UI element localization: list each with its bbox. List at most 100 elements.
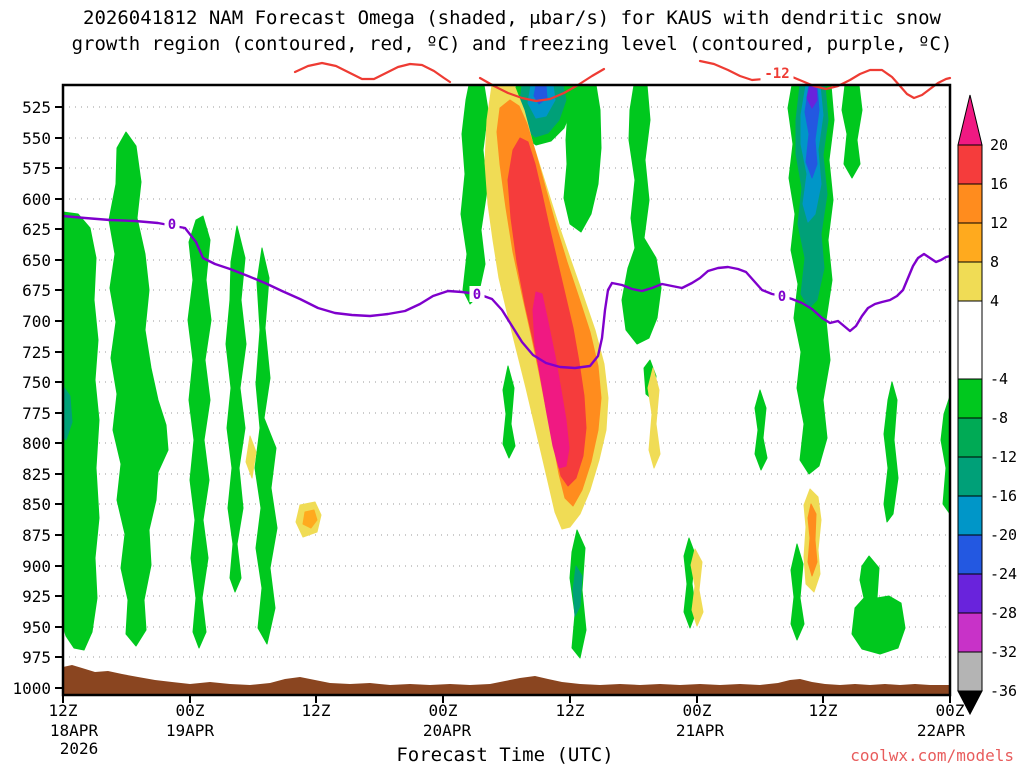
shaded-region-green-column-b [187, 215, 212, 649]
dendritic-growth-label: -12 [764, 66, 789, 82]
shaded-region-yellow-streak-a [245, 435, 257, 479]
colorbar-segment [957, 183, 983, 224]
dendritic-growth-contour [478, 67, 606, 103]
freezing-level-label: 0 [168, 217, 176, 233]
x-axis-tick-label: 00Z [429, 701, 458, 720]
shaded-region-teal-below-core [572, 565, 583, 617]
shaded-region-yellow-streak-d [690, 548, 704, 627]
colorbar-label: -32 [990, 643, 1017, 661]
x-axis-tick-label: 00Z [683, 701, 712, 720]
y-axis-tick-label: 850 [22, 495, 51, 514]
plot-frame [61, 83, 952, 697]
x-axis-date-label: 22APR [917, 721, 966, 740]
colorbar-label: -36 [990, 682, 1017, 700]
shaded-region-green-right-of-core [563, 85, 602, 233]
colorbar-segment [957, 261, 983, 302]
x-axis-date-label: 2026 [60, 739, 99, 758]
freezing-level-label-box [469, 286, 485, 302]
dendritic-growth-label-box [760, 65, 794, 81]
colorbar-label: -4 [990, 370, 1008, 388]
shaded-region-green-right-edge [940, 395, 950, 515]
y-axis-tick-label: 750 [22, 373, 51, 392]
y-axis-tick-label: 525 [22, 98, 51, 117]
colorbar-segment [957, 495, 983, 536]
colorbar-label: 12 [990, 214, 1008, 232]
shaded-region-magenta-core [532, 291, 570, 469]
y-axis-tick-label: 975 [22, 648, 51, 667]
y-axis-tick-label: 625 [22, 220, 51, 239]
y-axis-tick-label: 875 [22, 526, 51, 545]
colorbar-label: -8 [990, 409, 1008, 427]
watermark-link[interactable]: coolwx.com/models [850, 746, 1014, 765]
shaded-region-green-pre-core [460, 85, 489, 305]
chart-title-line1: 2026041812 NAM Forecast Omega (shaded, μ… [83, 7, 941, 29]
shaded-region-teal-left-edge [63, 385, 73, 441]
x-axis-tick-label: 00Z [936, 701, 965, 720]
colorbar-label: 8 [990, 253, 999, 271]
colorbar-segment [957, 612, 983, 653]
shaded-region-green-column-d [254, 247, 278, 645]
terrain [63, 665, 950, 695]
shaded-region-green-left-edge [63, 211, 100, 651]
x-axis-tick-label: 12Z [556, 701, 585, 720]
colorbar-label: -12 [990, 448, 1017, 466]
x-axis-tick-label: 12Z [302, 701, 331, 720]
shaded-region-green-streak-h [883, 381, 899, 523]
colorbar-segment [957, 534, 983, 575]
x-axis-title: Forecast Time (UTC) [396, 744, 614, 766]
colorbar-segment [957, 417, 983, 458]
colorbar-label: 20 [990, 136, 1008, 154]
shaded-region-green-column-a [108, 131, 169, 647]
colorbar-segment [957, 651, 983, 692]
colorbar-segment [957, 456, 983, 497]
y-axis-tick-label: 800 [22, 434, 51, 453]
shaded-region-orange-oval-right [807, 503, 818, 577]
colorbar-segment [957, 144, 983, 185]
x-axis-date-label: 19APR [166, 721, 215, 740]
y-axis-tick-label: 825 [22, 465, 51, 484]
y-axis-tick-label: 925 [22, 587, 51, 606]
y-axis-tick-label: 550 [22, 129, 51, 148]
shaded-region-blue-right-column [804, 85, 820, 179]
shaded-region-green-top-far-right [841, 85, 863, 179]
y-axis-tick-label: 650 [22, 251, 51, 270]
freezing-level-label-box [774, 288, 790, 304]
plot-layer [63, 85, 950, 695]
colorbar-label: -24 [990, 565, 1017, 583]
colorbar-segment [957, 573, 983, 614]
colorbar-label: 4 [990, 292, 999, 310]
shaded-region-amber-blob-b [302, 509, 318, 529]
y-axis-tick-label: 900 [22, 557, 51, 576]
x-axis-date-label: 18APR [50, 721, 99, 740]
colorbar-label: -20 [990, 526, 1017, 544]
shaded-region-red-core [507, 137, 587, 487]
shaded-region-green-streak-under-core [502, 365, 516, 459]
colorbar-label: -16 [990, 487, 1017, 505]
shaded-region-green-streak-g [754, 389, 768, 471]
colorbar-label: -28 [990, 604, 1017, 622]
shaded-region-green-column-e [621, 85, 662, 345]
x-axis-tick-label: 00Z [176, 701, 205, 720]
colorbar-label: 16 [990, 175, 1008, 193]
x-axis-tick-label: 12Z [49, 701, 78, 720]
colorbar-segment [957, 378, 983, 419]
y-axis-tick-label: 600 [22, 190, 51, 209]
shaded-region-green-streak-i [790, 543, 805, 641]
y-axis-tick-label: 675 [22, 281, 51, 300]
colorbar-top-arrow [957, 94, 983, 146]
colorbar-segment [957, 300, 983, 380]
colorbar-segment [957, 222, 983, 263]
y-axis-tick-label: 775 [22, 404, 51, 423]
y-axis-tick-label: 700 [22, 312, 51, 331]
x-axis-date-label: 21APR [676, 721, 725, 740]
freezing-level-label: 0 [473, 287, 481, 303]
shaded-region-yellow-streak-c [647, 367, 661, 469]
y-axis-tick-label: 950 [22, 618, 51, 637]
chart-title-line2: growth region (contoured, red, ºC) and f… [71, 33, 953, 55]
freezing-level-contour [63, 214, 950, 370]
dendritic-growth-contour [698, 59, 952, 100]
y-axis-tick-label: 725 [22, 343, 51, 362]
y-axis-tick-label: 575 [22, 159, 51, 178]
